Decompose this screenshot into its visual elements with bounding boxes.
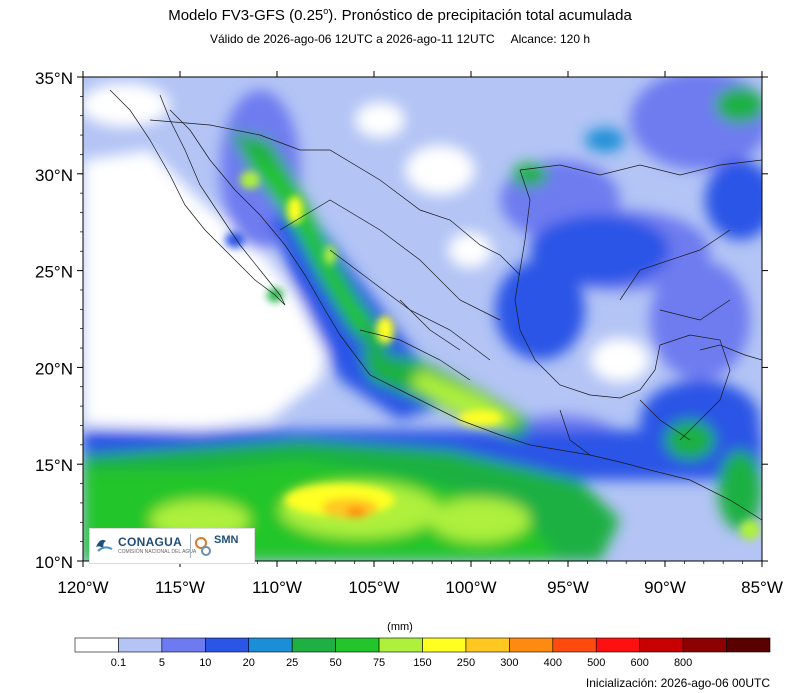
legend-label: 800 — [674, 657, 692, 669]
legend-swatch — [422, 637, 467, 653]
legend-label: 25 — [286, 657, 298, 669]
logo-divider — [190, 534, 191, 558]
lat-label: 10°N — [35, 553, 73, 572]
legend-swatch — [205, 637, 250, 653]
lon-label: 85°W — [741, 578, 783, 597]
lon-label: 105°W — [348, 578, 399, 597]
map-subtitle: Válido de 2026-ago-06 12UTC a 2026-ago-1… — [209, 32, 590, 46]
legend-swatch — [291, 637, 336, 653]
legend-unit: (mm) — [387, 621, 413, 633]
smn-logo-icon — [195, 537, 211, 556]
legend-label: 0.1 — [111, 657, 126, 669]
legend-label: 600 — [631, 657, 649, 669]
legend-swatch — [161, 637, 206, 653]
latitude-labels: 35°N 30°N 25°N 20°N 15°N 10°N — [35, 69, 73, 572]
lon-label: 110°W — [252, 578, 302, 597]
legend-swatch — [595, 637, 640, 653]
conagua-logo-icon — [96, 539, 113, 552]
legend-swatch — [335, 637, 380, 653]
lon-label: 100°W — [445, 578, 496, 597]
legend-label: 5 — [159, 657, 165, 669]
lon-label: 120°W — [57, 578, 108, 597]
lat-label: 30°N — [35, 166, 73, 185]
initialization-time: Inicialización: 2026-ago-06 00UTC — [585, 676, 770, 690]
map-title: Modelo FV3-GFS (0.25o). Pronóstico de pr… — [168, 6, 632, 24]
legend-swatch — [465, 637, 510, 653]
lon-label: 95°W — [547, 578, 589, 597]
conagua-logo-text: CONAGUA — [118, 535, 183, 549]
legend-label: 75 — [373, 657, 385, 669]
lat-label: 35°N — [35, 69, 73, 88]
lat-label: 20°N — [35, 359, 73, 378]
legend-label: 50 — [330, 657, 342, 669]
map-frame — [82, 76, 763, 562]
legend-swatch — [509, 637, 554, 653]
legend-swatch — [639, 637, 684, 653]
legend-swatch — [74, 637, 119, 653]
lon-label: 115°W — [155, 578, 205, 597]
legend-label: 10 — [199, 657, 211, 669]
legend-swatch — [248, 637, 293, 653]
legend-label: 400 — [544, 657, 562, 669]
coastlines — [109, 89, 762, 521]
color-legend-labels: 0.1 5 10 20 25 50 75 150 250 300 400 500 600 800 — [111, 657, 693, 669]
legend-swatch — [118, 637, 163, 653]
longitude-labels: 120°W 115°W 110°W 105°W 100°W 95°W 90°W 85°W — [57, 578, 782, 597]
conagua-logo-subtext: COMISIÓN NACIONAL DEL AGUA — [118, 549, 197, 555]
legend-label: 500 — [587, 657, 605, 669]
legend-swatch — [378, 637, 423, 653]
legend-label: 20 — [243, 657, 255, 669]
legend-swatch — [552, 637, 597, 653]
lat-label: 15°N — [35, 456, 73, 475]
legend-label: 250 — [457, 657, 475, 669]
logo-panel: CONAGUA COMISIÓN NACIONAL DEL AGUA SMN — [89, 528, 255, 564]
precip-field — [83, 77, 762, 561]
color-legend — [74, 637, 771, 653]
smn-logo-text: SMN — [214, 534, 239, 546]
lon-label: 90°W — [644, 578, 686, 597]
legend-swatch — [726, 637, 771, 653]
legend-swatch — [682, 637, 727, 653]
legend-label: 300 — [500, 657, 518, 669]
lat-label: 25°N — [35, 263, 73, 282]
legend-label: 150 — [413, 657, 431, 669]
